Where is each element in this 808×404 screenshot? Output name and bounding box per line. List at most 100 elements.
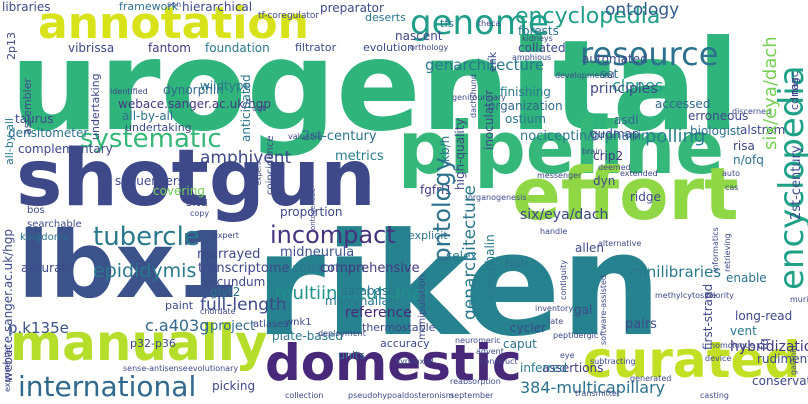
- word-deployment: sense-antisense: [123, 364, 188, 373]
- word-ostium: risa: [733, 139, 755, 153]
- word-lbx1: lbx1: [18, 212, 239, 319]
- word-mammalian: transcriptome: [198, 261, 290, 276]
- word-picking: glyt2: [210, 285, 241, 299]
- word-fantom: kingdoms: [20, 232, 69, 243]
- word-dachshund: amphious: [512, 53, 552, 62]
- word-device: software-assisted: [599, 274, 608, 345]
- word-copy: organogenesis: [468, 193, 527, 202]
- word-erroneous: kb/h: [438, 135, 452, 162]
- word-polling: 384-multicapillary: [520, 378, 666, 397]
- word-full-length: epididymis: [93, 260, 197, 282]
- word-systematic: systematic: [80, 124, 222, 154]
- word-glyt2: sequencers: [115, 174, 185, 188]
- word-forests: deserts: [365, 11, 406, 24]
- word-genarchitecture: genarchitecture: [460, 185, 480, 320]
- word-taurus: project: [210, 319, 256, 334]
- word-biologist: finishing: [500, 85, 551, 99]
- word-collated: tfs: [440, 17, 454, 30]
- word-incompact: incompact: [270, 221, 396, 249]
- word-principles: situ: [186, 195, 208, 209]
- word-genome: genome: [410, 3, 549, 43]
- word-units: paint: [165, 299, 194, 312]
- word-cas: retrieving: [723, 233, 732, 272]
- word-p.k135e: full-length: [200, 295, 287, 315]
- word-dynorphin: accurate: [21, 261, 74, 275]
- word-project: reference: [345, 305, 412, 321]
- word-p32-p36: secundum: [203, 275, 266, 289]
- word-developmental: orthology: [410, 43, 449, 52]
- word-explicit: accuracy: [380, 337, 430, 350]
- word-collection: construct: [480, 357, 518, 366]
- word-epididymis: encyclopedia: [515, 4, 661, 29]
- word-advent: inventory: [535, 304, 574, 313]
- word-extended: valuable: [288, 132, 323, 141]
- word-late: murine: [790, 295, 808, 304]
- word-framework: hierarchical: [182, 0, 253, 14]
- word-bos: selex: [446, 249, 478, 263]
- word-comprehensive: nociceptin/orphanin: [520, 129, 650, 144]
- word-riken: riken: [255, 203, 662, 368]
- word-hybridization: clones: [612, 76, 664, 95]
- word-all-by-all: assembler: [21, 77, 34, 135]
- word-kingdoms: high-quality: [453, 118, 467, 190]
- word-huri: assertions: [542, 361, 604, 375]
- word-selex: units: [338, 349, 366, 362]
- word-september: subtracting: [590, 357, 636, 366]
- word-brain: developmental: [555, 71, 615, 80]
- word-domestic: domestic: [265, 334, 522, 392]
- word-hierarchical: preparator: [320, 1, 384, 15]
- word-chordate: evolutionary: [188, 364, 239, 373]
- word-first-strand: huri: [505, 256, 529, 270]
- word-wildtype: complementary: [18, 142, 113, 156]
- word-genitourinary: kidneys: [522, 34, 553, 43]
- word-resource: resource: [580, 35, 719, 73]
- word-international: international: [18, 370, 197, 403]
- word-tf-coregulator: searchable: [27, 219, 82, 230]
- word-organization: proportion: [280, 205, 343, 219]
- word-six-eya-dach: six/eya/dach: [760, 36, 781, 150]
- word-casting: contiguity: [559, 260, 568, 300]
- word-libraries: framework: [119, 0, 179, 13]
- word-complementary: plate-based: [272, 329, 343, 343]
- word-son: atlases: [253, 319, 289, 330]
- word-theca: son: [167, 0, 182, 9]
- word-curated: curated: [583, 331, 801, 389]
- word-deemed: alternative: [598, 239, 642, 248]
- word-amphivent: multiinstitutional: [275, 283, 428, 304]
- word-assertions: ridge: [630, 190, 661, 204]
- word-gal: long-read: [735, 309, 793, 323]
- word-tubercle: tubercle: [93, 222, 200, 252]
- word-gudmap: biologist: [690, 124, 741, 138]
- word-construct: generated: [630, 374, 672, 383]
- word-auto: informatics: [711, 227, 720, 272]
- word-manually: manually: [10, 314, 268, 372]
- word-foundation: vibrissa: [68, 41, 115, 55]
- word-ridge: n/ofq: [733, 153, 764, 167]
- word-accuracy: picking: [212, 379, 256, 393]
- word-organogenesis: coincidence: [265, 135, 276, 196]
- word-peptidergic: methylcytosine: [655, 291, 717, 300]
- word-deserts: automated: [582, 52, 648, 66]
- word-orthology: theca: [478, 19, 501, 28]
- word-undertaking: all-by-all: [3, 118, 16, 165]
- word-ontogenetic: expert: [255, 162, 263, 185]
- word-rudiments: bos: [27, 205, 45, 216]
- word-wnk1: 2p13: [5, 32, 18, 60]
- word-2st-century: 2st-century: [789, 145, 804, 220]
- word-assembler: libraries: [2, 0, 51, 14]
- word-crip2: erroneous: [688, 109, 749, 123]
- word-inferred: allen: [575, 241, 605, 255]
- word-transmitter: casting: [700, 391, 729, 400]
- word-enable: gudmap: [590, 127, 640, 141]
- word-effort: effort: [512, 152, 739, 236]
- word-ugt: tf-coregulator: [258, 11, 320, 21]
- word-galanin: deemed: [598, 163, 631, 172]
- word-dnas: inferred: [520, 361, 567, 375]
- word-inventory: priority: [705, 291, 734, 300]
- word-nociceptin: minilibraries: [628, 263, 722, 281]
- word-rearrayed: genarchitecture: [425, 56, 545, 74]
- word-shotgun: shotgun: [16, 134, 376, 224]
- word-enk: rudiments: [757, 352, 808, 366]
- word-evolution: filtrator: [295, 41, 337, 54]
